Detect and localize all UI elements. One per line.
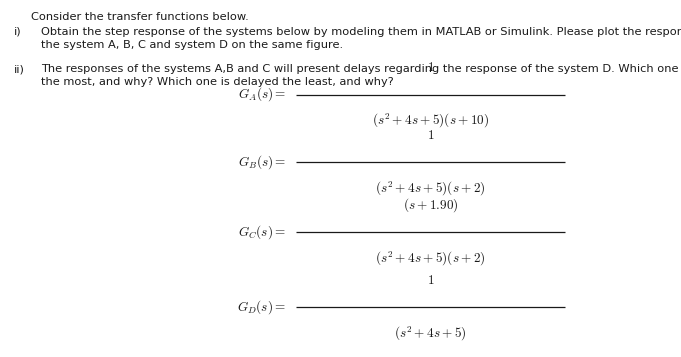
Text: $1$: $1$ [427,129,434,142]
Text: Obtain the step response of the systems below by modeling them in MATLAB or Simu: Obtain the step response of the systems … [41,27,681,50]
Text: $(s^2 + 4s + 5)(s + 2)$: $(s^2 + 4s + 5)(s + 2)$ [375,250,486,268]
Text: $1$: $1$ [427,61,434,74]
Text: The responses of the systems A,B and C will present delays regarding the respons: The responses of the systems A,B and C w… [41,64,681,87]
Text: $G_B(s) =$: $G_B(s) =$ [238,154,286,171]
Text: i): i) [14,27,21,37]
Text: ii): ii) [14,64,25,74]
Text: $(s + 1.90)$: $(s + 1.90)$ [403,196,458,214]
Text: Consider the transfer functions below.: Consider the transfer functions below. [31,12,249,22]
Text: $1$: $1$ [427,274,434,287]
Text: $G_D(s) =$: $G_D(s) =$ [237,298,286,316]
Text: $(s^2 + 4s + 5)$: $(s^2 + 4s + 5)$ [394,325,467,343]
Text: $G_C(s) =$: $G_C(s) =$ [238,223,286,241]
Text: $(s^2 + 4s + 5)(s + 10)$: $(s^2 + 4s + 5)(s + 10)$ [373,112,489,130]
Text: $G_A(s) =$: $G_A(s) =$ [238,86,286,104]
Text: $(s^2 + 4s + 5)(s + 2)$: $(s^2 + 4s + 5)(s + 2)$ [375,180,486,198]
